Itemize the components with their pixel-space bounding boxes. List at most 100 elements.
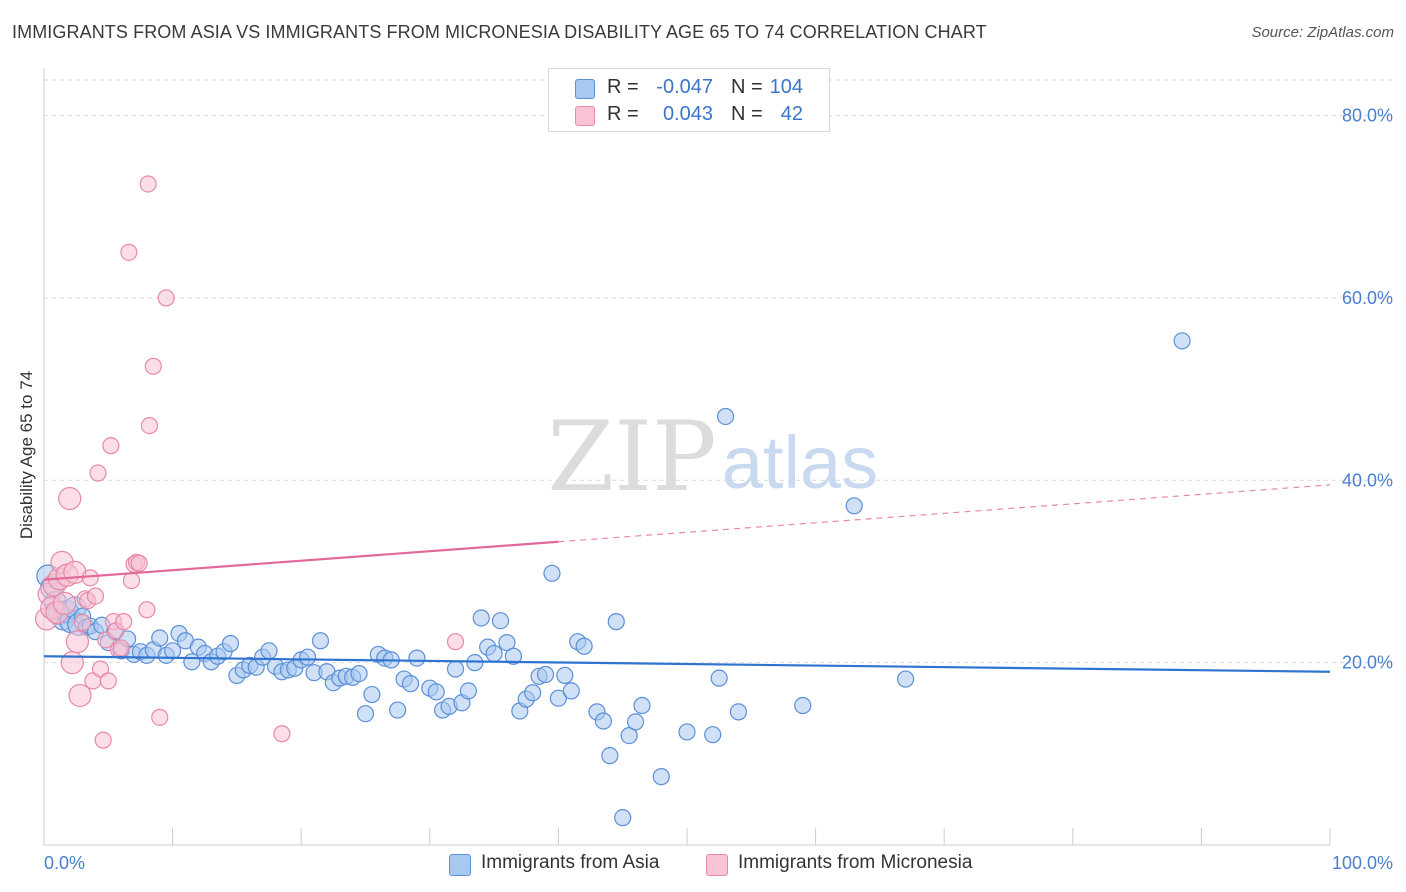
data-point-asia (350, 664, 368, 683)
data-point-micronesia (102, 437, 120, 455)
x-tick-label: 0.0% (44, 853, 85, 873)
data-point-asia (524, 684, 542, 702)
legend-swatch-asia (575, 79, 595, 99)
legend-n-label: N = (731, 76, 763, 98)
data-point-asia (389, 701, 407, 719)
data-point-asia (729, 703, 748, 721)
data-point-asia (594, 712, 613, 730)
data-point-asia (607, 613, 625, 631)
data-point-asia (716, 407, 735, 426)
tick-labels: 20.0% 40.0% 60.0% 80.0% 0.0% 100.0% (44, 106, 1393, 873)
data-point-asia (633, 696, 651, 715)
data-point-asia (626, 713, 645, 731)
data-point-asia (356, 705, 375, 723)
legend-swatch-micronesia (706, 854, 728, 876)
trend-line-micronesia (43, 540, 559, 581)
trend-line-asia (43, 655, 1331, 673)
data-point-asia (427, 683, 445, 701)
series-legend: Immigrants from Asia Immigrants from Mic… (0, 852, 1406, 878)
data-point-asia (897, 670, 915, 688)
data-point-asia (151, 629, 169, 647)
data-point-asia (504, 647, 522, 665)
legend-swatch-asia (449, 854, 471, 876)
legend-label-micronesia: Immigrants from Micronesia (738, 852, 973, 873)
data-point-micronesia (91, 660, 110, 678)
legend-n-value: 42 (780, 103, 803, 125)
data-point-asia (562, 682, 580, 700)
data-point-micronesia (52, 591, 77, 615)
watermark-atlas: atlas (722, 421, 878, 504)
data-point-asia (1173, 332, 1191, 350)
legend-r-value: -0.047 (656, 76, 713, 98)
data-point-micronesia (120, 243, 138, 261)
data-point-asia (401, 675, 420, 693)
y-tick-label: 20.0% (1342, 653, 1393, 673)
y-tick-label: 40.0% (1342, 470, 1393, 490)
data-point-asia (704, 726, 722, 744)
trend-line-micronesia-extension (558, 484, 1331, 543)
legend-n-value: 104 (769, 76, 803, 98)
legend-row-micronesia: R = 0.043 N = 42 (549, 102, 829, 128)
grid-lines (44, 79, 1392, 664)
data-point-micronesia (139, 175, 157, 193)
data-point-micronesia (130, 554, 148, 572)
y-tick-label: 60.0% (1342, 288, 1393, 308)
legend-n-label: N = (731, 103, 763, 125)
legend-r-label: R = (607, 103, 639, 125)
data-point-micronesia (73, 613, 92, 632)
data-point-asia (311, 632, 330, 650)
legend-row-asia: R = -0.047 N = 104 (549, 75, 829, 101)
data-point-asia (794, 696, 812, 715)
data-point-asia (408, 649, 426, 667)
legend-r-value: 0.043 (662, 103, 713, 125)
data-point-asia (710, 669, 728, 687)
data-point-asia (845, 497, 863, 515)
y-axis-label: Disability Age 65 to 74 (17, 371, 36, 539)
legend-r-label: R = (607, 76, 639, 98)
data-point-asia (466, 654, 484, 672)
legend-label-asia: Immigrants from Asia (481, 852, 660, 873)
series-micronesia-points (34, 175, 465, 749)
data-point-micronesia (89, 464, 107, 482)
data-point-micronesia (122, 571, 141, 590)
data-point-micronesia (151, 708, 169, 726)
axes (43, 68, 1331, 846)
legend-swatch-micronesia (575, 106, 595, 126)
data-point-asia (491, 612, 510, 630)
data-point-micronesia (94, 731, 112, 749)
data-point-micronesia (58, 486, 82, 511)
data-point-asia (543, 564, 561, 582)
data-point-asia (556, 666, 574, 685)
data-point-asia (221, 634, 240, 653)
data-point-asia (536, 665, 555, 684)
watermark-zip: ZIP (547, 401, 716, 513)
x-tick-label: 100.0% (1332, 853, 1393, 873)
stats-legend: R = -0.047 N = 104 R = 0.043 N = 42 (548, 68, 830, 132)
data-point-asia (363, 685, 381, 704)
trend-lines (43, 484, 1331, 673)
data-point-micronesia (68, 683, 92, 708)
data-point-asia (459, 682, 477, 700)
data-point-asia (260, 642, 278, 660)
data-point-micronesia (157, 289, 175, 307)
data-point-asia (472, 609, 490, 627)
watermark: ZIP atlas (547, 401, 878, 513)
data-point-micronesia (112, 639, 130, 657)
data-point-micronesia (138, 601, 156, 619)
data-point-micronesia (65, 630, 90, 654)
data-point-micronesia (140, 416, 159, 435)
data-point-asia (575, 637, 593, 655)
data-point-micronesia (144, 357, 162, 375)
data-point-micronesia (86, 587, 105, 605)
data-point-asia (549, 689, 568, 707)
data-point-asia (614, 809, 632, 827)
data-point-micronesia (60, 651, 84, 675)
data-point-micronesia (273, 725, 291, 743)
data-point-micronesia (81, 569, 99, 587)
data-point-asia (485, 644, 503, 663)
data-point-micronesia (115, 613, 133, 631)
data-point-asia (446, 660, 465, 678)
data-point-asia (652, 768, 670, 786)
source-label: Source: ZipAtlas.com (1251, 24, 1394, 41)
